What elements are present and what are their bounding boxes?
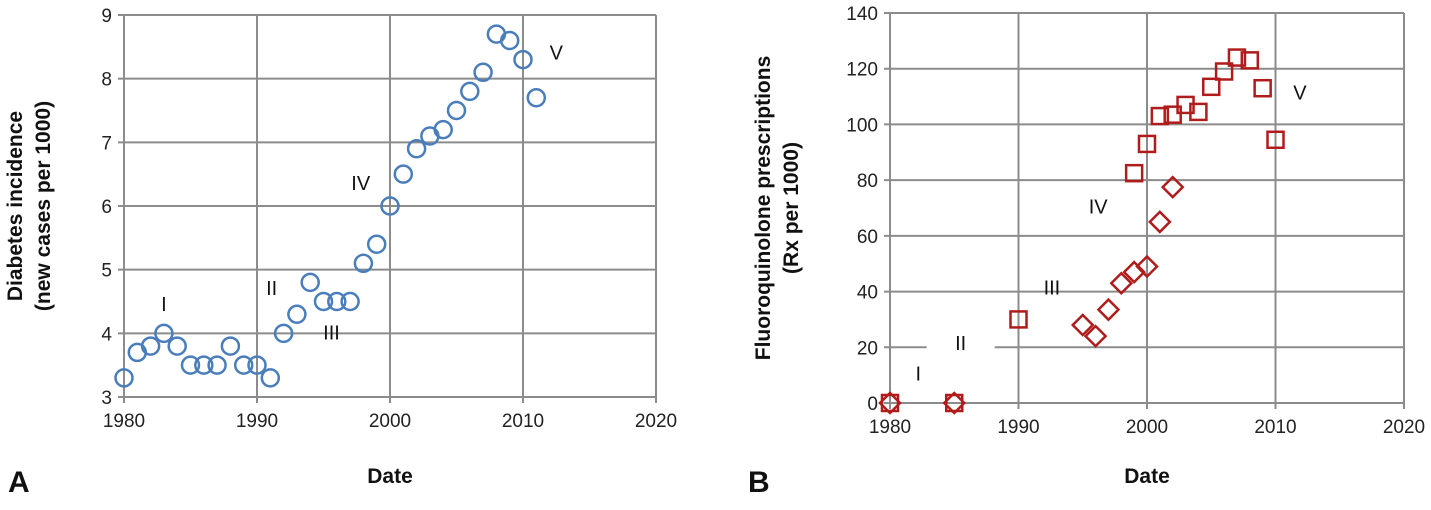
- data-point-circle: [260, 368, 281, 388]
- data-point-circle: [194, 355, 214, 375]
- x-tick-label: 2010: [1254, 417, 1296, 438]
- x-tick-label: 2020: [1383, 417, 1425, 438]
- data-point-square: [1227, 48, 1247, 67]
- data-point-circle: [393, 164, 414, 184]
- y-axis-title: (new cases per 1000): [32, 101, 55, 311]
- y-axis-title: Fluoroquinolone prescriptions: [752, 56, 775, 361]
- y-tick-label: 140: [846, 4, 878, 25]
- data-point-square: [1240, 51, 1260, 70]
- phase-annotation: II: [955, 333, 966, 355]
- data-point-square: [1150, 106, 1170, 126]
- y-tick-label: 100: [846, 115, 878, 136]
- data-point-circle: [233, 355, 254, 375]
- data-point-circle: [460, 81, 480, 102]
- y-tick-label: 20: [857, 338, 878, 359]
- chart-b: 1980 1990 2000 2010 2020020406080100120140II…: [748, 4, 1425, 499]
- data-point-square: [1163, 105, 1182, 124]
- phase-annotation: I: [161, 294, 167, 316]
- data-point-circle: [499, 30, 520, 51]
- data-point-circle: [247, 355, 267, 375]
- data-point-circle: [207, 355, 227, 375]
- y-tick-label: 8: [101, 70, 112, 91]
- x-tick-label: 2000: [369, 411, 411, 432]
- y-tick-label: 9: [101, 6, 112, 27]
- data-point-circle: [353, 253, 374, 274]
- y-tick-label: 3: [101, 388, 112, 409]
- y-tick-label: 6: [101, 197, 112, 218]
- phase-annotation: IV: [1089, 197, 1109, 219]
- data-point-circle: [446, 100, 467, 121]
- data-point-circle: [380, 196, 400, 216]
- data-point-circle: [313, 291, 334, 312]
- data-point-diamond: [1070, 313, 1095, 337]
- y-tick-label: 80: [857, 171, 878, 192]
- data-point-circle: [300, 272, 320, 293]
- data-point-circle: [327, 291, 347, 312]
- annotation-mask: [926, 330, 995, 359]
- data-point-square: [1124, 163, 1144, 183]
- data-point-circle: [167, 336, 187, 356]
- data-point-square: [1202, 77, 1221, 97]
- data-point-square: [1266, 130, 1285, 149]
- data-point-square: [1189, 102, 1208, 122]
- phase-annotation: V: [1293, 82, 1307, 104]
- data-point-diamond: [1160, 175, 1185, 199]
- x-tick-label: 2000: [1126, 417, 1168, 438]
- data-point-diamond: [1148, 210, 1172, 234]
- y-tick-label: 0: [867, 394, 878, 415]
- data-point-square: [1253, 78, 1272, 98]
- y-tick-label: 60: [857, 227, 878, 248]
- data-point-diamond: [942, 391, 967, 415]
- chart-a: 1980 1990 2000 2010 20203456789IIIIIIIVVDiab…: [4, 6, 677, 499]
- data-point-circle: [473, 62, 493, 83]
- data-point-circle: [526, 88, 547, 108]
- data-point-diamond: [1109, 271, 1134, 295]
- data-point-circle: [433, 119, 453, 140]
- data-point-diamond: [1083, 324, 1108, 348]
- phase-annotation: V: [550, 43, 564, 65]
- x-tick-label: 1990: [997, 417, 1039, 438]
- data-point-diamond: [1135, 254, 1159, 279]
- x-axis-title: Date: [1124, 465, 1170, 488]
- data-point-circle: [287, 304, 307, 324]
- data-point-diamond: [878, 391, 902, 415]
- y-axis-title: Diabetes incidence: [4, 111, 27, 301]
- data-point-diamond: [1096, 297, 1121, 322]
- phase-annotation: III: [1044, 277, 1061, 299]
- panel-label: A: [8, 466, 30, 499]
- data-point-circle: [180, 355, 201, 375]
- data-point-circle: [366, 234, 387, 254]
- data-point-circle: [140, 336, 161, 356]
- data-point-square: [1137, 134, 1157, 154]
- data-point-circle: [114, 368, 134, 388]
- y-tick-label: 7: [101, 133, 112, 154]
- y-axis-title: (Rx per 1000): [780, 142, 803, 274]
- x-tick-label: 2010: [502, 411, 544, 432]
- phase-annotation: II: [266, 278, 277, 300]
- x-tick-label: 2020: [635, 411, 677, 432]
- panel-label: B: [748, 466, 770, 499]
- data-point-circle: [273, 323, 294, 344]
- data-point-circle: [406, 138, 427, 159]
- y-tick-label: 4: [101, 324, 112, 345]
- data-point-circle: [340, 291, 360, 312]
- data-point-square: [1214, 62, 1234, 81]
- y-tick-label: 5: [101, 261, 112, 282]
- y-tick-label: 40: [857, 283, 878, 304]
- data-point-circle: [154, 323, 174, 344]
- x-tick-label: 1980: [103, 411, 145, 432]
- phase-annotation: I: [915, 364, 921, 386]
- data-point-square: [880, 393, 900, 413]
- y-tick-label: 120: [846, 60, 878, 81]
- data-point-circle: [220, 336, 241, 356]
- phase-annotation: III: [323, 323, 340, 345]
- x-axis-title: Date: [367, 465, 413, 488]
- x-tick-label: 1980: [869, 417, 911, 438]
- data-point-square: [1009, 310, 1028, 329]
- data-point-square: [945, 393, 964, 413]
- x-tick-label: 1990: [236, 411, 278, 432]
- data-point-circle: [513, 49, 533, 70]
- phase-annotation: IV: [351, 173, 371, 195]
